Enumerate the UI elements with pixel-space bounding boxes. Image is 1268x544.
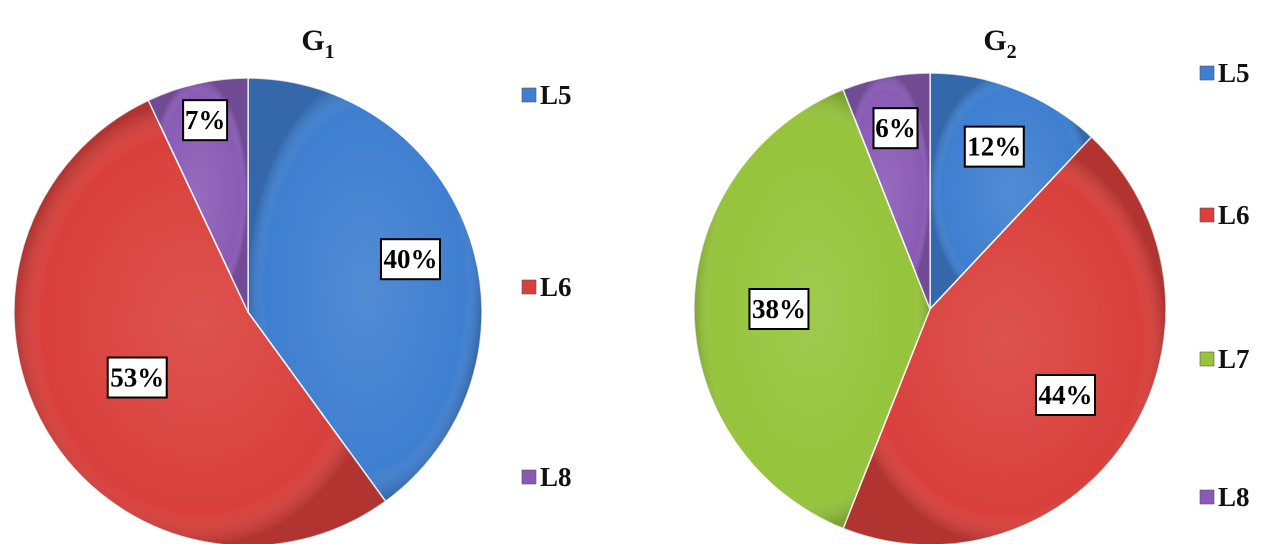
chart-g1-legend-l8-label: L8 (540, 462, 572, 492)
chart-g2-data-label-l8-text: 6% (875, 113, 916, 143)
chart-g2-legend-l7-label: L7 (1218, 344, 1250, 374)
chart-g2: G2 12% 44% 38% 6% L5 L6 L7 L8 (693, 24, 1250, 544)
chart-g1-data-label-l6: 53% (106, 356, 168, 399)
chart-g2-data-labels: 12% 44% 38% 6% (748, 107, 1096, 416)
chart-g2-legend-l5: L5 (1199, 58, 1250, 88)
chart-g2-legend-l7-swatch (1199, 351, 1215, 367)
chart-g1-legend: L5 L6 L8 (521, 80, 572, 492)
chart-g2-data-label-l7: 38% (748, 288, 810, 330)
chart-g2-legend-l8: L8 (1199, 482, 1250, 512)
chart-g1-slices (13, 77, 483, 544)
chart-g2-legend: L5 L6 L7 L8 (1199, 58, 1250, 512)
chart-g2-data-label-l5-text: 12% (967, 132, 1021, 162)
chart-g2-data-label-l6-text: 44% (1038, 380, 1092, 410)
chart-g1-legend-l6-swatch (521, 279, 537, 295)
chart-g2-data-label-l6: 44% (1034, 373, 1096, 416)
chart-g2-data-label-l8: 6% (872, 107, 919, 150)
chart-g2-title: G2 (983, 24, 1016, 63)
chart-g2-legend-l7: L7 (1199, 344, 1250, 374)
chart-g1-data-label-l8: 7% (182, 99, 229, 142)
chart-g2-legend-l8-label: L8 (1218, 482, 1250, 512)
chart-g1-data-labels: 40% 53% 7% (106, 99, 441, 399)
chart-g2-data-label-l5: 12% (963, 125, 1025, 168)
chart-g1-data-label-l5: 40% (379, 238, 441, 281)
chart-g1: G1 40% 53% 7% L5 L6 L8 (13, 24, 572, 544)
chart-g1-legend-l8-swatch (521, 469, 537, 485)
chart-g1-data-label-l6-text: 53% (110, 363, 164, 393)
chart-g1-legend-l5-swatch (521, 87, 537, 103)
chart-g1-legend-l5-label: L5 (540, 80, 572, 110)
chart-g1-legend-l5: L5 (521, 80, 572, 110)
chart-g1-legend-l8: L8 (521, 462, 572, 492)
chart-g2-legend-l8-swatch (1199, 489, 1215, 505)
chart-g2-legend-l6: L6 (1199, 200, 1250, 230)
chart-g2-legend-l6-swatch (1199, 207, 1215, 223)
chart-g2-legend-l5-label: L5 (1218, 58, 1250, 88)
chart-g2-legend-l5-swatch (1199, 65, 1215, 81)
chart-g2-data-label-l7-text: 38% (752, 294, 806, 324)
chart-g2-legend-l6-label: L6 (1218, 200, 1250, 230)
chart-g1-legend-l6: L6 (521, 272, 572, 302)
chart-g1-data-label-l5-text: 40% (383, 244, 437, 274)
chart-g1-data-label-l8-text: 7% (185, 105, 226, 135)
chart-g1-legend-l6-label: L6 (540, 272, 572, 302)
chart-g1-title: G1 (301, 24, 334, 63)
